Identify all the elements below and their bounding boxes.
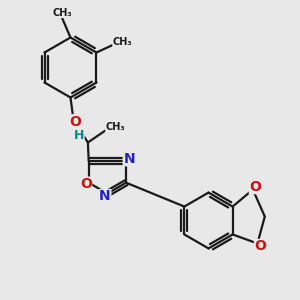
Text: O: O — [69, 115, 81, 129]
Text: N: N — [123, 152, 135, 166]
Text: CH₃: CH₃ — [113, 37, 132, 47]
Text: O: O — [254, 239, 266, 254]
Text: N: N — [99, 190, 111, 203]
Text: O: O — [249, 180, 261, 194]
Text: CH₃: CH₃ — [106, 122, 125, 132]
Text: CH₃: CH₃ — [52, 8, 72, 18]
Text: H: H — [74, 129, 84, 142]
Text: O: O — [80, 177, 92, 191]
